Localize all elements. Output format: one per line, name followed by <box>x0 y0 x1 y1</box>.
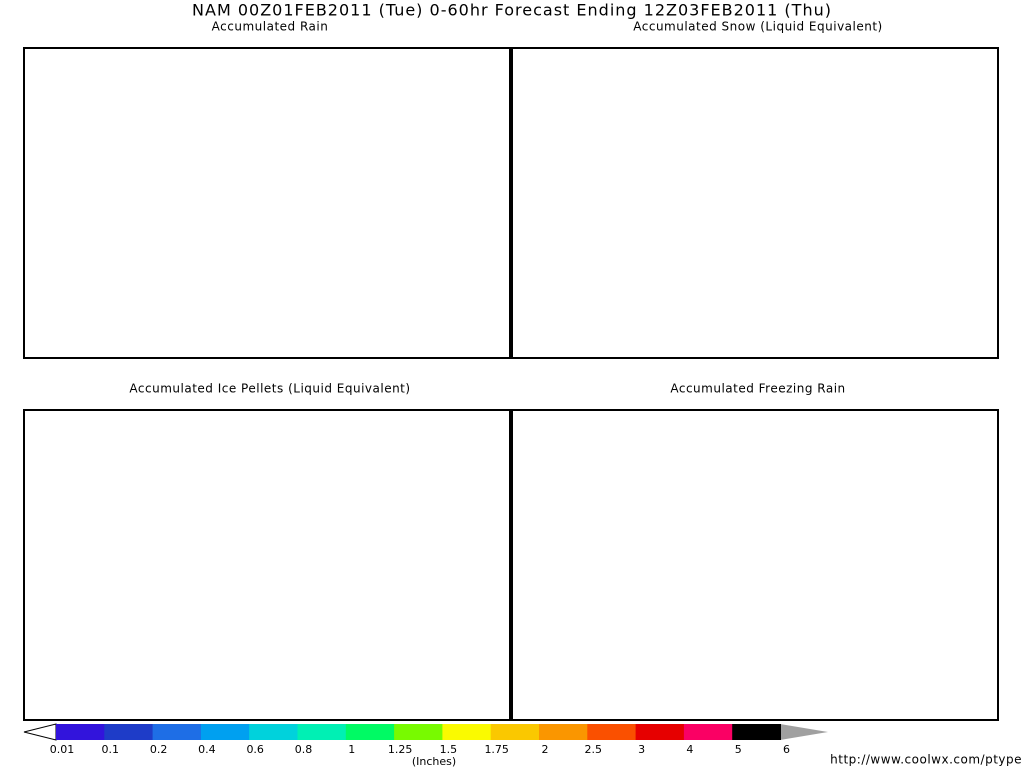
legend-label: 0.01 <box>50 743 75 756</box>
map-frame <box>511 47 999 359</box>
legend-label: 0.2 <box>150 743 168 756</box>
panel-title: Accumulated Rain <box>212 20 329 34</box>
legend-label: 1.75 <box>484 743 509 756</box>
legend-label: 0.1 <box>102 743 120 756</box>
bar-segment <box>345 724 395 740</box>
map-frame <box>23 409 511 721</box>
bar-segment <box>587 724 637 740</box>
legend-label: 2.5 <box>585 743 603 756</box>
legend-label: 1.5 <box>440 743 458 756</box>
map-frame <box>511 409 999 721</box>
color-bar <box>23 723 828 741</box>
bar-high-arrow <box>780 724 828 740</box>
panel-title: Accumulated Freezing Rain <box>670 382 845 396</box>
legend-label: 5 <box>735 743 742 756</box>
bar-segment <box>200 724 250 740</box>
legend-label: 2 <box>542 743 549 756</box>
legend-label: 1 <box>348 743 355 756</box>
bar-low-arrow <box>23 723 57 741</box>
panel-title: Accumulated Snow (Liquid Equivalent) <box>633 20 883 34</box>
legend-label: 6 <box>783 743 790 756</box>
legend-label: 0.6 <box>246 743 264 756</box>
bar-segment <box>249 724 298 740</box>
legend-label: 0.4 <box>198 743 216 756</box>
map-panels <box>23 47 999 721</box>
legend-label: 1.25 <box>388 743 413 756</box>
bar-segment <box>394 724 443 740</box>
source-url: http://www.coolwx.com/ptype <box>830 753 1022 767</box>
bar-segment <box>732 724 781 740</box>
legend-label: 4 <box>686 743 693 756</box>
bar-segment <box>539 724 588 740</box>
bar-segment <box>635 724 685 740</box>
bar-segment <box>104 724 154 740</box>
legend-units: (Inches) <box>412 755 456 768</box>
bar-segment <box>297 724 347 740</box>
legend-label: 0.8 <box>295 743 313 756</box>
map-frame <box>23 47 511 359</box>
bar-segment <box>56 724 105 740</box>
bar-segment <box>683 724 733 740</box>
page-title: NAM 00Z01FEB2011 (Tue) 0-60hr Forecast E… <box>192 1 832 20</box>
bar-segment <box>442 724 492 740</box>
bar-segment <box>490 724 540 740</box>
panel-title: Accumulated Ice Pellets (Liquid Equivale… <box>129 382 410 396</box>
bar-segment <box>152 724 202 740</box>
legend-label: 3 <box>638 743 645 756</box>
